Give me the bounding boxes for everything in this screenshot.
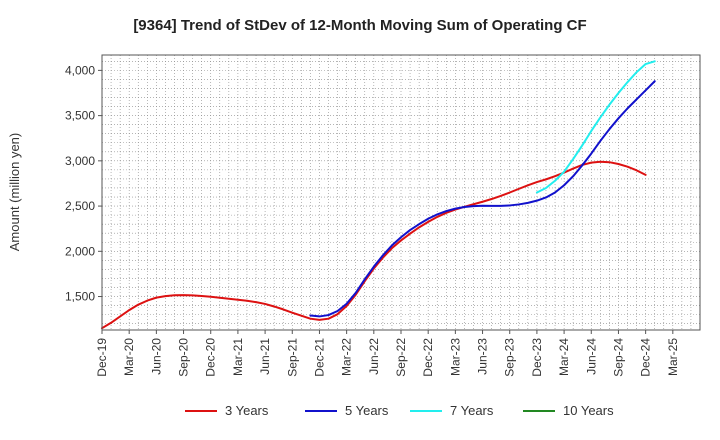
x-tick-label: Mar-24 — [557, 338, 571, 376]
x-tick-label: Dec-24 — [639, 338, 653, 377]
y-tick-label: 4,000 — [65, 63, 95, 77]
x-tick-label: Mar-22 — [340, 338, 354, 376]
grid — [102, 55, 700, 330]
legend-label-4: 10 Years — [563, 403, 614, 418]
x-tick-label: Jun-24 — [584, 338, 598, 375]
series-line-3 — [535, 60, 656, 194]
legend-label-2: 5 Years — [345, 403, 389, 418]
x-tick-label: Dec-21 — [312, 338, 326, 377]
x-tick-label: Dec-19 — [95, 338, 109, 377]
x-tick-label: Dec-20 — [204, 338, 218, 377]
x-tick-label: Mar-25 — [666, 338, 680, 376]
x-tick-label: Mar-20 — [122, 338, 136, 376]
legend-label-3: 7 Years — [450, 403, 494, 418]
series-line-2 — [309, 80, 656, 318]
legend-label-1: 3 Years — [225, 403, 269, 418]
x-ticks: Dec-19 Mar-20 Jun-20 Sep-20 Dec-20 Mar-21 Jun-… — [95, 330, 680, 377]
y-axis-label: Amount (million yen) — [7, 133, 22, 252]
x-tick-label: Jun-23 — [476, 338, 490, 375]
x-tick-label: Sep-24 — [611, 338, 625, 377]
series-line-1 — [101, 160, 647, 330]
y-tick-label: 1,500 — [65, 290, 95, 304]
y-tick-label: 3,500 — [65, 109, 95, 123]
x-tick-label: Sep-22 — [394, 338, 408, 377]
x-tick-label: Mar-23 — [448, 338, 462, 376]
x-tick-label: Mar-21 — [231, 338, 245, 376]
x-tick-label: Jun-22 — [367, 338, 381, 375]
plot-area — [102, 55, 700, 330]
x-tick-label: Sep-23 — [503, 338, 517, 377]
series-layer — [101, 60, 656, 330]
x-tick-label: Jun-20 — [149, 338, 163, 375]
x-tick-label: Dec-23 — [530, 338, 544, 377]
x-tick-label: Sep-21 — [285, 338, 299, 377]
y-ticks: 1,500 2,000 2,500 3,000 3,500 4,000 — [65, 63, 102, 304]
y-tick-label: 2,500 — [65, 199, 95, 213]
x-tick-label: Sep-20 — [177, 338, 191, 377]
y-tick-label: 2,000 — [65, 244, 95, 258]
x-tick-label: Dec-22 — [421, 338, 435, 377]
y-tick-label: 3,000 — [65, 154, 95, 168]
x-tick-label: Jun-21 — [258, 338, 272, 375]
chart-title: [9364] Trend of StDev of 12-Month Moving… — [133, 17, 586, 34]
legend: 3 Years 5 Years 7 Years 10 Years — [185, 403, 614, 418]
